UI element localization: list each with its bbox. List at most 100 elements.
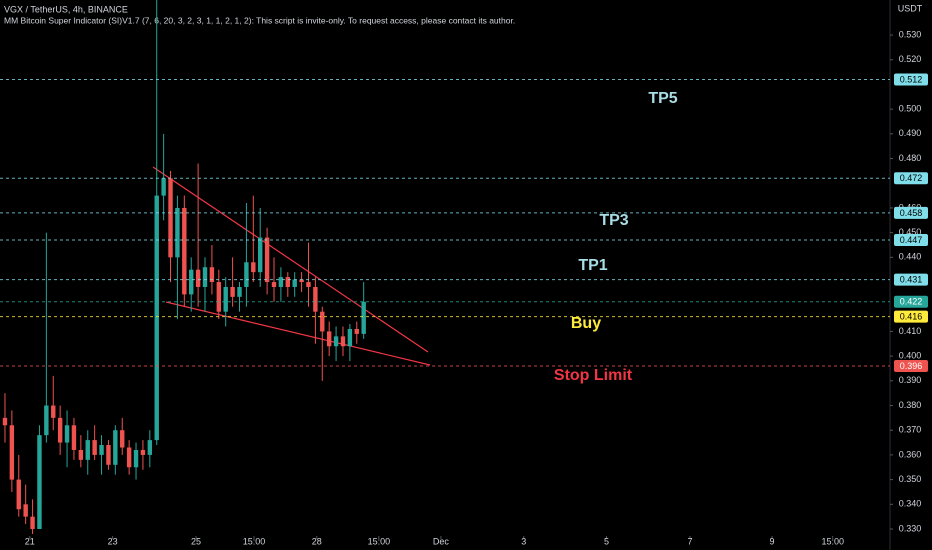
candle-body [354, 328, 359, 334]
candle-body [2, 417, 8, 426]
price-label-box [894, 234, 928, 247]
annotation: TP3 [599, 212, 628, 229]
y-tick-label: 0.440 [899, 252, 922, 262]
candle-body [257, 237, 263, 273]
candle-body [16, 479, 21, 510]
x-tick-label: 28 [312, 536, 322, 546]
candle-body [251, 262, 256, 273]
candle-body [340, 336, 346, 347]
candle-body [133, 449, 139, 468]
price-label: 0.416 [900, 311, 923, 321]
candle-body [209, 267, 215, 283]
candle-body [299, 279, 304, 283]
x-tick-label: 15:00 [368, 536, 391, 546]
price-label: 0.422 [900, 297, 923, 307]
candle-body [99, 445, 104, 455]
x-tick-label: Dec [433, 536, 450, 546]
annotation: TP5 [648, 90, 677, 107]
annotation: TP1 [578, 257, 607, 274]
candle-body [120, 430, 125, 448]
candle-body [326, 331, 332, 347]
candle-body [113, 430, 118, 465]
candle-body [230, 286, 235, 297]
candle-body [333, 336, 339, 347]
candle-body [271, 282, 277, 287]
candle-body [30, 516, 35, 530]
candle-body [106, 445, 111, 465]
price-label-box [894, 295, 928, 308]
axis-unit: USDT [898, 3, 923, 13]
y-tick-label: 0.380 [899, 400, 922, 410]
candle-body [223, 286, 228, 312]
price-label: 0.458 [900, 208, 923, 218]
price-label: 0.431 [900, 274, 923, 284]
chart-title: VGX / TetherUS, 4h, BINANCE [4, 4, 128, 14]
y-tick-label: 0.520 [899, 54, 922, 64]
candle-body [313, 286, 318, 312]
candle-body [195, 269, 201, 287]
candle-body [57, 417, 63, 443]
candle-body [216, 282, 222, 312]
y-tick-label: 0.340 [899, 499, 922, 509]
candle-body [202, 267, 208, 287]
candle-body [78, 449, 84, 460]
annotation: Buy [571, 315, 601, 332]
price-label-box [894, 206, 928, 219]
candle-body [244, 262, 249, 287]
candle-body [175, 207, 180, 258]
x-tick-label: 21 [25, 536, 35, 546]
candle-body [9, 425, 15, 480]
candle-body [285, 277, 290, 287]
annotation: Stop Limit [554, 367, 633, 384]
price-label-box [894, 172, 928, 185]
y-tick-label: 0.530 [899, 29, 922, 39]
candle-body [278, 277, 284, 287]
y-tick-label: 0.360 [899, 449, 922, 459]
price-label: 0.512 [900, 74, 923, 84]
candle-body [23, 504, 28, 517]
x-tick-label: 25 [191, 536, 201, 546]
candle-body [320, 311, 325, 332]
y-tick-label: 0.480 [899, 153, 922, 163]
y-tick-label: 0.410 [899, 326, 922, 336]
price-label: 0.447 [900, 235, 923, 245]
y-tick-label: 0.390 [899, 375, 922, 385]
candle-body [126, 447, 132, 468]
candle-body [182, 207, 187, 295]
candle-body [51, 405, 56, 418]
indicator-label: MM Bitcoin Super Indicator (SI)V1.7 (7, … [4, 15, 515, 25]
candle-body [168, 178, 173, 258]
candle-body [292, 279, 297, 287]
candle-body [264, 237, 270, 283]
price-label-box [894, 360, 928, 373]
candle-body [347, 328, 353, 347]
candle-body [71, 425, 77, 450]
candle-body [140, 449, 146, 455]
candle-body [37, 435, 42, 530]
price-label-box [894, 73, 928, 86]
price-label: 0.396 [900, 361, 923, 371]
candle-body [154, 195, 159, 441]
candle-body [147, 440, 153, 455]
y-tick-label: 0.350 [899, 474, 922, 484]
candle-body [306, 282, 311, 287]
trend-line [152, 166, 429, 353]
candle-body [361, 301, 366, 334]
candle-body [85, 440, 90, 460]
candle-body [64, 425, 70, 443]
price-label: 0.472 [900, 173, 923, 183]
y-tick-label: 0.330 [899, 523, 922, 533]
y-tick-label: 0.500 [899, 104, 922, 114]
x-tick-label: 15:00 [243, 536, 266, 546]
price-label-box [894, 310, 928, 323]
x-tick-label: 5 [604, 536, 609, 546]
price-label-box [894, 273, 928, 286]
y-tick-label: 0.450 [899, 227, 922, 237]
y-tick-label: 0.490 [899, 128, 922, 138]
x-tick-label: 15:00 [821, 536, 844, 546]
candle-body [92, 440, 97, 455]
y-tick-label: 0.370 [899, 425, 922, 435]
x-tick-label: 23 [108, 536, 118, 546]
